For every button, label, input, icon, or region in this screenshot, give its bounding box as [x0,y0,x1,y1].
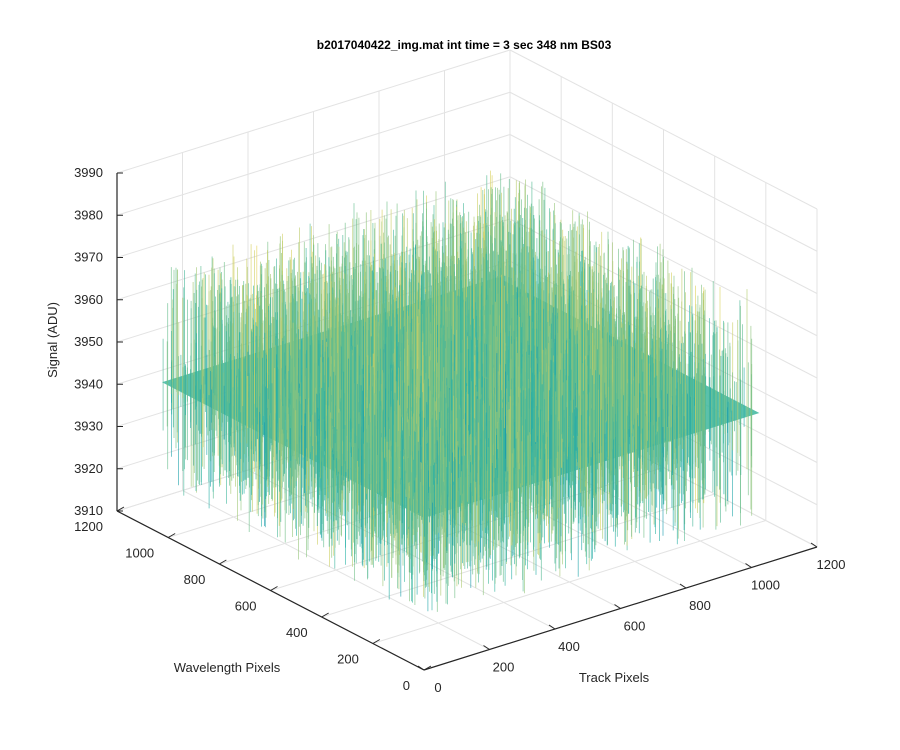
right-wall-grid-h [509,134,818,294]
right-wall-grid-h [509,49,818,210]
left-wall-grid-h [116,134,511,258]
floor-grid-line-y [372,520,766,644]
right-wall-grid-h [509,176,818,337]
left-wall-grid-h [116,49,511,174]
floor-grid-line-y [321,493,715,618]
surface-mesh [162,170,760,612]
left-wall-grid-h [116,91,511,216]
right-wall-grid-h [509,91,818,252]
